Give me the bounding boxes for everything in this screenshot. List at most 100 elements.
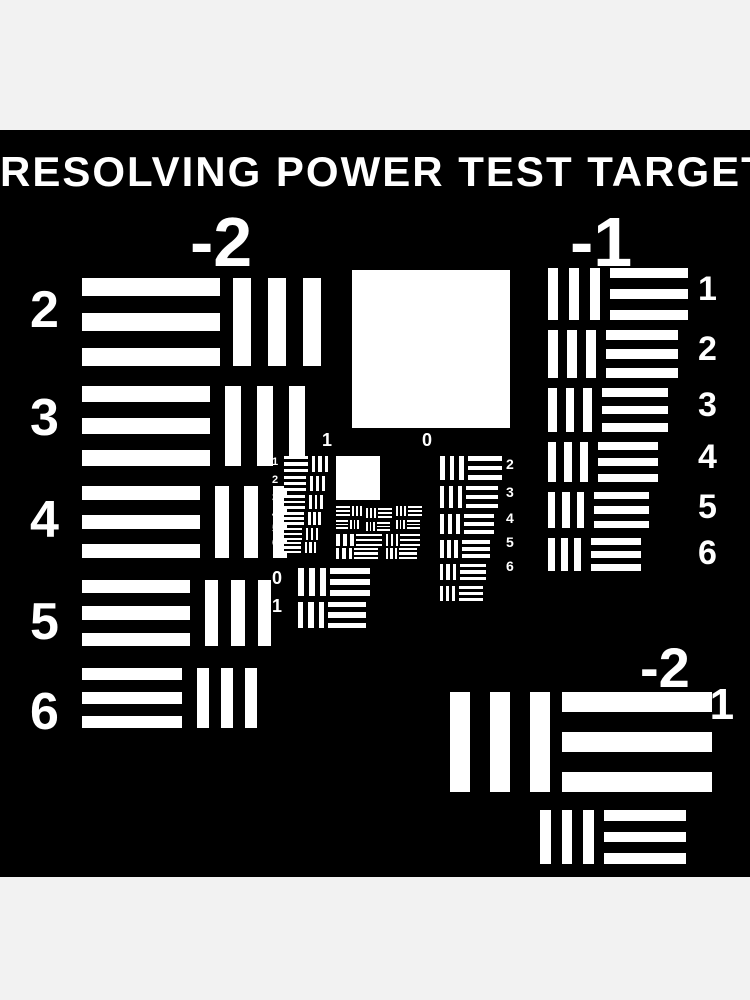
tri-bar	[284, 528, 302, 540]
element-label: 4	[506, 510, 514, 526]
tri-bar	[336, 534, 354, 546]
element-label: 6	[30, 682, 59, 742]
tri-bar	[396, 520, 405, 529]
tri-bar	[450, 692, 550, 792]
element-label: 2	[698, 330, 717, 369]
tri-bar	[548, 538, 581, 571]
element-label: 6	[698, 534, 717, 573]
tri-bar	[356, 534, 382, 546]
tri-bar	[284, 476, 306, 491]
tri-bar	[377, 522, 390, 531]
tri-bar	[284, 542, 301, 553]
tri-bar	[336, 520, 348, 529]
element-label: 5	[30, 592, 59, 652]
tri-bar	[82, 668, 182, 728]
tri-bar	[464, 514, 494, 534]
tri-bar	[459, 586, 483, 601]
tri-bar	[336, 548, 352, 559]
tri-bar	[400, 534, 420, 546]
tri-bar	[336, 506, 350, 516]
tri-bar	[309, 495, 323, 509]
tri-bar	[378, 508, 392, 518]
group-label: -2	[190, 202, 252, 282]
tri-bar	[386, 548, 397, 559]
element-label: 1	[322, 430, 332, 451]
tri-bar	[440, 486, 462, 508]
tri-bar	[548, 330, 596, 378]
tri-bar	[233, 278, 321, 366]
tri-bar	[350, 520, 359, 529]
tri-bar	[312, 456, 328, 472]
tri-bar	[440, 540, 458, 558]
tri-bar	[548, 388, 592, 432]
nested-cluster	[336, 506, 432, 560]
reference-square	[352, 270, 510, 428]
tri-bar	[594, 492, 649, 528]
tri-bar	[440, 514, 460, 534]
element-label: 6	[506, 558, 514, 574]
element-label: 1	[272, 456, 278, 468]
element-label: 0	[422, 430, 432, 451]
tri-bar	[305, 542, 316, 553]
element-label: 2	[30, 280, 59, 340]
tri-bar	[548, 268, 600, 320]
tri-bar	[462, 540, 490, 558]
tri-bar	[310, 476, 325, 491]
tri-bar	[466, 486, 498, 508]
element-label: 5	[272, 523, 278, 535]
element-label: 4	[30, 490, 59, 550]
tri-bar	[298, 568, 326, 596]
tri-bar	[225, 386, 305, 466]
tri-bar	[440, 456, 464, 480]
tri-bar	[197, 668, 257, 728]
tri-bar	[598, 442, 658, 482]
tri-bar	[82, 386, 210, 466]
element-label: 4	[698, 438, 717, 477]
tri-bar	[440, 586, 455, 601]
tri-bar	[407, 520, 420, 529]
tri-bar	[284, 456, 308, 472]
group-label: -2	[640, 635, 690, 700]
tri-bar	[604, 810, 686, 864]
tri-bar	[610, 268, 688, 320]
tri-bar	[399, 548, 417, 559]
tri-bar	[396, 506, 406, 516]
tri-bar	[308, 512, 321, 525]
page: RESOLVING POWER TEST TARGET -2-1-2-12345…	[0, 0, 750, 1000]
element-label: 3	[698, 386, 717, 425]
element-label: 3	[30, 388, 59, 448]
tri-bar	[284, 495, 305, 509]
tri-bar	[82, 278, 220, 366]
element-label: 3	[272, 492, 278, 504]
element-label: 4	[272, 508, 278, 520]
tri-bar	[386, 534, 398, 546]
tri-bar	[298, 602, 324, 628]
tri-bar	[328, 602, 366, 628]
tri-bar	[284, 512, 304, 525]
tri-bar	[366, 522, 375, 531]
tri-bar	[205, 580, 271, 646]
element-label: 6	[272, 537, 278, 549]
tri-bar	[548, 442, 588, 482]
tri-bar	[548, 492, 584, 528]
tri-bar	[606, 330, 678, 378]
resolution-test-chart: RESOLVING POWER TEST TARGET -2-1-2-12345…	[0, 130, 750, 877]
tri-bar	[306, 528, 318, 540]
element-label: 5	[506, 534, 514, 550]
element-label: 5	[698, 488, 717, 527]
tri-bar	[354, 548, 378, 559]
tri-bar	[468, 456, 502, 480]
tri-bar	[82, 580, 190, 646]
tri-bar	[540, 810, 594, 864]
tri-bar	[366, 508, 376, 518]
inner-reference-square	[336, 456, 380, 500]
element-label: 1	[698, 270, 717, 309]
tri-bar	[440, 564, 456, 580]
element-label: 0	[272, 568, 282, 589]
element-label: 1	[272, 596, 282, 617]
element-label: 2	[272, 474, 278, 486]
tri-bar	[591, 538, 641, 571]
element-label: 3	[506, 484, 514, 500]
tri-bar	[352, 506, 362, 516]
chart-stage: -2-1-2-123456123456101234562345601	[0, 130, 750, 877]
